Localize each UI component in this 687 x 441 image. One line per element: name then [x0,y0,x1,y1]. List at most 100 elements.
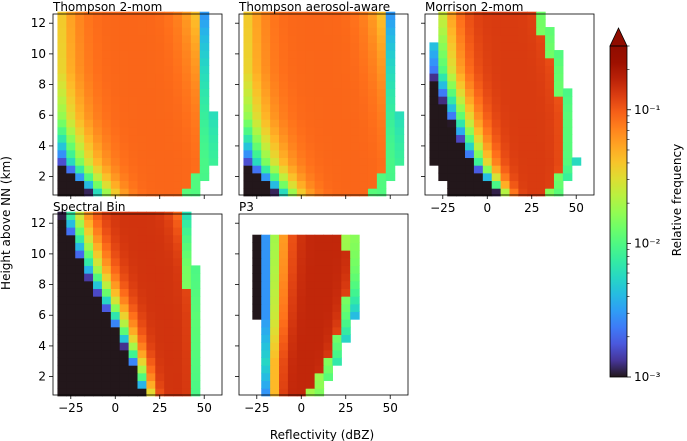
heatmap-cell [243,65,253,74]
heatmap-cell [350,96,360,105]
heatmap-cell [190,111,201,120]
heatmap-cell [199,19,210,28]
heatmap-cell [367,88,378,97]
heatmap-cell [84,42,94,51]
heatmap-cell [323,34,333,43]
heatmap-cell [119,380,130,389]
colorbar-tick-label: 10⁻² [634,236,661,250]
heatmap-cell [545,180,555,189]
heatmap-cell [473,11,484,20]
heatmap-cell [173,73,183,82]
heatmap-cell [252,96,262,105]
heatmap-cells [57,11,219,197]
heatmap-cell [252,234,262,243]
heatmap-cell [270,380,280,389]
heatmap-cell [376,180,387,189]
heatmap-cell [367,73,378,82]
heatmap-cell [110,42,121,51]
heatmap-cell [252,257,262,266]
heatmap-cell [473,65,484,74]
heatmap-cell [119,219,130,228]
heatmap-cell [155,211,165,220]
heatmap-cell [128,165,139,174]
x-tick-label: −25 [244,401,269,415]
heatmap-cell [164,142,174,151]
heatmap-cell [545,96,555,105]
heatmap-cell [332,134,342,143]
heatmap-cell [84,157,94,166]
heatmap-cell [155,119,165,128]
heatmap-cell [101,311,112,320]
heatmap-cell [93,119,103,128]
heatmap-cell [181,111,192,120]
heatmap-cell [208,111,219,120]
heatmap-cell [350,250,360,259]
heatmap-cell [84,188,94,197]
heatmap-cell [66,80,76,89]
heatmap-cell [128,288,139,297]
heatmap-cell [367,27,378,36]
heatmap-cell [101,27,112,36]
heatmap-cell [252,34,262,43]
heatmap-cell [93,296,103,305]
heatmap-cell [164,319,174,328]
heatmap-cell [545,42,555,51]
heatmap-cell [57,165,67,174]
heatmap-cell [128,334,139,343]
heatmap-cell [279,296,289,305]
heatmap-cell [155,96,165,105]
heatmap-cell [119,103,130,112]
heatmap-cell [181,319,192,328]
heatmap-cell [93,334,103,343]
heatmap-cell [287,88,298,97]
heatmap-cell [181,257,192,266]
heatmap-cell [350,126,360,136]
heatmap-cell [438,34,448,43]
heatmap-cell [296,388,307,397]
heatmap-cell [137,273,147,282]
heatmap-cell [394,149,405,159]
heatmap-cell [137,34,147,43]
heatmap-cell [190,157,201,166]
heatmap-cell [173,80,183,89]
heatmap-cell [270,288,280,297]
heatmap-cell [110,50,121,59]
heatmap-cell [270,119,280,128]
heatmap-cell [332,73,342,82]
heatmap-cell [429,73,439,82]
heatmap-cell [332,157,342,166]
heatmap-cell [279,172,289,182]
heatmap-cell [332,119,342,128]
heatmap-cell [350,65,360,74]
heatmap-cell [57,157,67,166]
heatmap-cell [456,149,466,159]
heatmap-cell [181,157,192,166]
heatmap-cell [137,73,147,82]
heatmap-cell [110,349,121,359]
heatmap-cell [359,34,369,43]
heatmap-cell [350,11,360,20]
heatmap-cell [527,111,537,120]
heatmap-cell [93,288,103,297]
heatmap-cell [518,188,528,197]
heatmap-cell [305,11,316,20]
heatmap-cell [376,172,387,182]
heatmap-cell [341,88,351,97]
heatmap-cell [341,34,351,43]
heatmap-cell [456,126,466,136]
heatmap-cell [385,88,396,97]
heatmap-cell [305,242,316,251]
heatmap-cell [279,234,289,243]
heatmap-cell [482,19,493,28]
heatmap-cell [119,165,130,174]
heatmap-cell [359,27,369,36]
heatmap-cell [155,19,165,28]
heatmap-cell [509,73,519,82]
heatmap-cell [314,188,325,197]
heatmap-cell [261,388,271,397]
heatmap-cell [482,96,493,105]
heatmap-cell [473,57,484,66]
heatmap-cell [119,19,130,28]
heatmap-cell [110,126,121,136]
heatmap-cell [270,103,280,112]
